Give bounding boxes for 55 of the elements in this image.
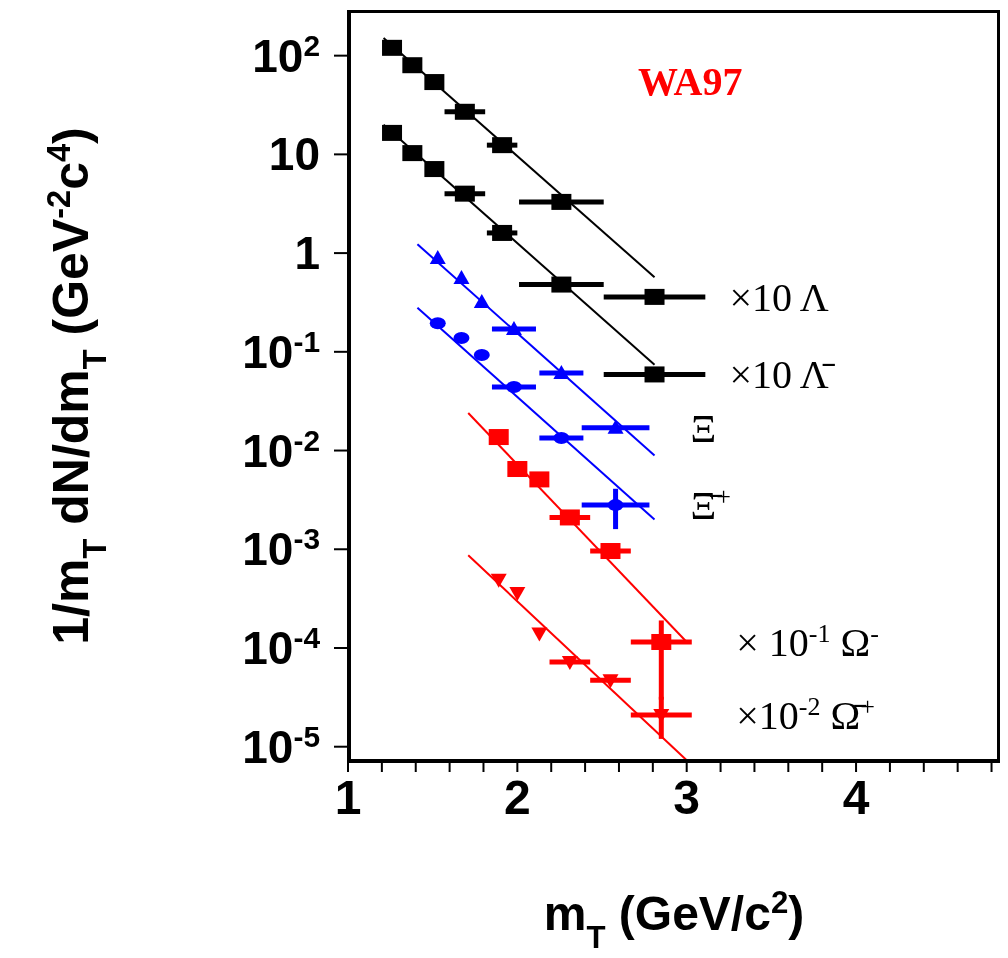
y-tick-label: 10$^{-5}$ — [242, 719, 320, 773]
point — [453, 269, 470, 284]
x-tick-label: 1 — [334, 771, 362, 824]
series-label: Ξ — [690, 405, 717, 451]
point — [429, 317, 446, 330]
point — [505, 381, 522, 394]
point — [553, 365, 570, 380]
point — [402, 145, 423, 162]
series-label: ×10 Λ̄ — [729, 352, 836, 398]
point — [644, 366, 665, 383]
y-tick-label: 10 — [268, 128, 320, 181]
point — [492, 224, 513, 241]
y-tick-label: 1 — [294, 227, 320, 280]
point — [607, 419, 624, 434]
point — [507, 461, 528, 478]
x-tick-label: 3 — [673, 771, 701, 824]
point — [492, 137, 513, 154]
point — [402, 57, 423, 74]
point — [382, 39, 403, 56]
point — [559, 509, 580, 526]
point — [602, 674, 619, 689]
point — [454, 185, 475, 202]
point — [651, 633, 672, 650]
point — [424, 74, 445, 91]
point — [454, 103, 475, 120]
point — [561, 656, 578, 671]
point — [644, 288, 665, 305]
point — [607, 499, 624, 512]
point — [424, 161, 445, 178]
point — [600, 543, 621, 560]
point — [382, 124, 403, 141]
point — [453, 332, 470, 345]
series-label: × 10$^{-1}$ Ω$^{-}$ — [736, 618, 879, 665]
point — [505, 321, 522, 336]
point — [551, 193, 572, 210]
point — [490, 573, 507, 588]
series-label: ×10 Λ — [729, 274, 829, 320]
point — [529, 471, 550, 488]
point — [473, 293, 490, 308]
annotation: WA97 — [638, 58, 743, 105]
y-tick-label: 10$^{-2}$ — [242, 423, 320, 477]
x-axis-title: m$_{T}$ (GeV/c$^{2}$) — [543, 884, 805, 955]
point — [488, 429, 509, 446]
point — [429, 250, 446, 265]
x-tick-label: 4 — [842, 771, 870, 824]
point — [509, 587, 526, 602]
y-tick-label: 10$^{-4}$ — [242, 620, 321, 674]
y-tick-label: 10$^{-1}$ — [242, 324, 320, 378]
point — [551, 276, 572, 293]
y-tick-label: 10$^{-3}$ — [242, 521, 320, 576]
point — [473, 348, 490, 361]
y-tick-label: 10$^{2}$ — [252, 28, 320, 82]
point — [531, 627, 548, 642]
x-tick-label: 2 — [504, 771, 531, 824]
point — [553, 431, 570, 444]
